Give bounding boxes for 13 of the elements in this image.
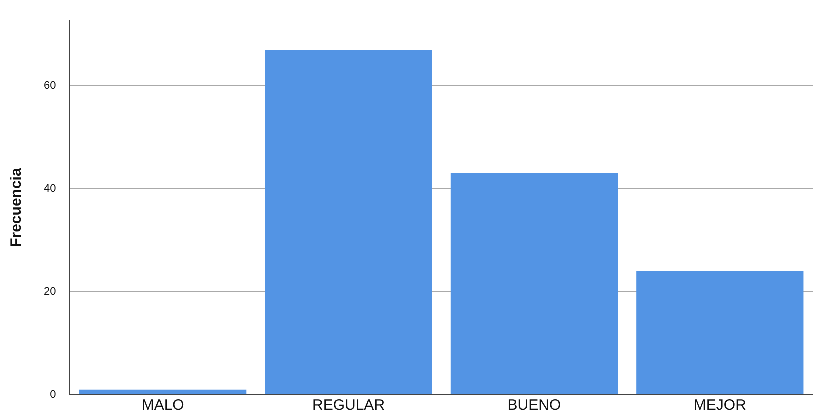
x-tick-label: MEJOR xyxy=(694,397,747,414)
y-axis-title: Frecuencia xyxy=(8,168,26,248)
bar xyxy=(636,271,804,394)
bar xyxy=(265,50,432,394)
x-tick-label: REGULAR xyxy=(312,397,386,414)
bar xyxy=(80,390,247,394)
y-tick-label: 20 xyxy=(44,286,56,298)
bar xyxy=(450,174,618,394)
x-tick-label: MALO xyxy=(142,397,184,414)
y-tick-label: 0 xyxy=(50,389,56,402)
y-tick-label: 40 xyxy=(44,183,56,196)
x-tick-label: BUENO xyxy=(508,397,562,414)
y-tick-label: 60 xyxy=(44,80,56,92)
